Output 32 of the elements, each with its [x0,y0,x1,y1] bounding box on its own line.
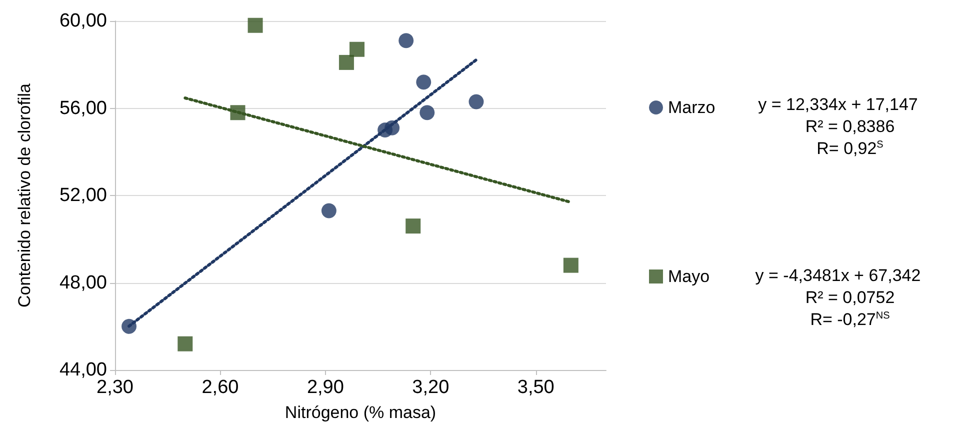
x-tick-label: 3,50 [517,377,554,398]
point [398,33,414,48]
point [384,120,400,136]
legend-label: Mayo [668,267,710,286]
point [406,218,421,234]
point [420,105,435,120]
point [338,54,354,70]
y-tick-label: 52,00 [59,185,107,206]
point [468,94,484,110]
point [248,18,263,33]
y-tick-label: 48,00 [59,272,107,294]
point [122,318,137,334]
point [321,203,336,218]
text: R² = 0,0752 [805,288,895,308]
text: y = -4,3481x + 67,342 [755,266,921,286]
point [416,74,432,90]
x-tick-label: 2,60 [202,377,239,398]
point [563,258,578,273]
text: R= -0,27$^{NS}$ [810,310,890,330]
y-tick-label: 56,00 [59,98,107,119]
text: y = 12,334x + 17,147 [758,95,918,115]
text: R² = 0,8386 [805,117,895,137]
x-axis-title: Nitrógeno (% masa) [284,403,436,422]
text: R= 0,92$^{S}$ [816,139,884,159]
point [178,336,193,352]
x-tick-label: 2,90 [306,377,344,398]
x-tick-label: 3,20 [412,377,450,398]
y-axis-title: Contenido relativo de clorofila [15,82,34,308]
y-tick-label: 60,00 [59,10,107,32]
point [230,105,246,120]
legend-label: Marzo [668,98,716,117]
point [349,42,364,57]
